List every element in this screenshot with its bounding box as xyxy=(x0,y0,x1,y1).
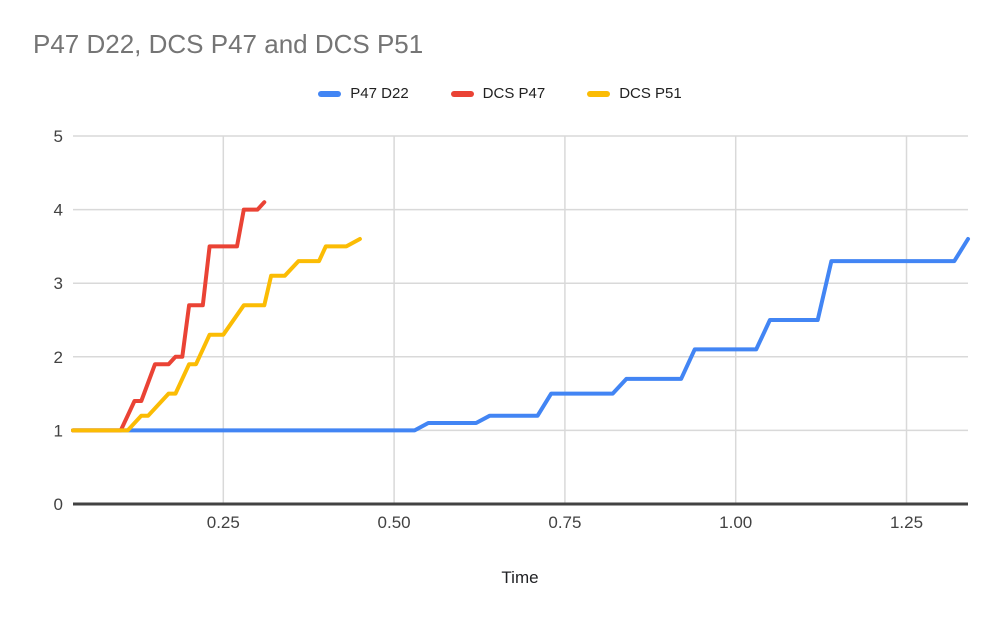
x-tick-label-0.25: 0.25 xyxy=(207,513,240,532)
y-tick-label-4: 4 xyxy=(54,201,63,220)
x-tick-label-1.00: 1.00 xyxy=(719,513,752,532)
label-layer: 0 1 2 3 4 5 0.25 0.50 0.75 1.00 1.25 xyxy=(54,127,924,532)
legend-swatch-p47-d22 xyxy=(318,90,342,97)
y-tick-label-0: 0 xyxy=(54,495,63,514)
legend-label-p47-d22: P47 D22 xyxy=(350,85,409,102)
y-tick-label-3: 3 xyxy=(54,274,63,293)
legend-item-dcs-p47: DCS P47 xyxy=(450,85,546,102)
legend-item-dcs-p51: DCS P51 xyxy=(587,85,682,102)
series-line-dcs-p51 xyxy=(71,237,362,433)
chart-legend: P47 D22 DCS P47 DCS P51 xyxy=(0,85,1000,102)
legend-label-dcs-p47: DCS P47 xyxy=(482,85,546,102)
legend-swatch-dcs-p51 xyxy=(587,90,611,97)
series-layer xyxy=(71,200,970,433)
legend-swatch-dcs-p47 xyxy=(450,90,474,97)
legend-label-dcs-p51: DCS P51 xyxy=(619,85,682,102)
grid-layer xyxy=(73,135,968,506)
x-tick-label-1.25: 1.25 xyxy=(890,513,923,532)
y-tick-label-1: 1 xyxy=(54,421,63,440)
chart-title: P47 D22, DCS P47 and DCS P51 xyxy=(33,29,424,59)
x-tick-label-0.50: 0.50 xyxy=(378,513,411,532)
series-line-p47-d22 xyxy=(71,237,970,433)
series-line-dcs-p47 xyxy=(71,200,267,433)
x-axis-title: Time xyxy=(501,568,538,587)
y-tick-label-5: 5 xyxy=(54,127,63,146)
y-tick-label-2: 2 xyxy=(54,348,63,367)
x-tick-label-0.75: 0.75 xyxy=(548,513,581,532)
legend-item-p47-d22: P47 D22 xyxy=(318,85,409,102)
